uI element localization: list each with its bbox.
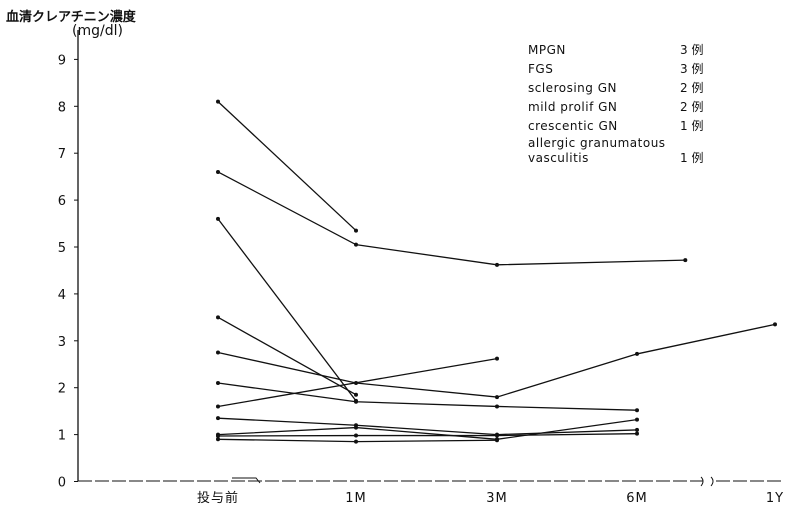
legend-label: FGS [528, 62, 554, 76]
data-point [216, 381, 220, 386]
y-tick-label: 8 [58, 100, 66, 115]
y-tick-label: 6 [58, 194, 66, 209]
legend-label: sclerosing GN [528, 81, 617, 95]
legend-item: crescentic GN 1 例 [528, 117, 748, 136]
legend-count: 1 例 [680, 151, 704, 165]
y-tick-label: 3 [58, 335, 66, 350]
y-tick-label: 5 [58, 241, 66, 256]
series-line [217, 171, 686, 266]
data-point [216, 437, 220, 442]
data-point [683, 258, 688, 263]
data-point [216, 315, 220, 320]
y-tick-label: 2 [58, 382, 66, 397]
legend-count: 3 例 [680, 62, 704, 76]
series-line [217, 382, 638, 411]
legend-count: 1 例 [680, 119, 704, 133]
axis-break-mark [700, 476, 714, 487]
y-axis-title: 血清クレアチニン濃度 [6, 10, 136, 25]
legend-count: 3 例 [680, 43, 704, 57]
y-tick-label: 1 [58, 429, 66, 444]
axis-bracket-mark [232, 477, 261, 484]
data-point [495, 395, 499, 400]
data-point [635, 417, 639, 422]
data-point [495, 404, 499, 409]
data-point [495, 356, 499, 361]
x-tick-label: 6M [626, 491, 648, 506]
data-point [216, 434, 220, 439]
legend-label: allergic granumatous vasculitis [528, 136, 666, 165]
legend-item: mild prolif GN 2 例 [528, 98, 748, 117]
x-tick-label: 3M [486, 491, 508, 506]
y-tick-label: 4 [58, 288, 66, 303]
y-tick-label: 0 [58, 476, 66, 491]
legend-item: MPGN 3 例 [528, 41, 748, 60]
y-tick-label: 7 [58, 147, 66, 162]
legend-count: 2 例 [680, 81, 704, 95]
data-point [495, 438, 499, 443]
data-point [495, 262, 499, 267]
data-point [635, 431, 639, 436]
legend-count: 2 例 [680, 100, 704, 114]
series-line [217, 218, 357, 402]
data-point [216, 416, 220, 421]
data-point [635, 427, 639, 432]
legend-label: crescentic GN [528, 119, 618, 133]
legend-label: MPGN [528, 43, 566, 57]
series-line [217, 357, 498, 408]
series-line [217, 418, 638, 440]
data-point [354, 439, 358, 444]
data-point [354, 425, 358, 430]
data-point [354, 433, 358, 438]
x-tick-label: 1Y [766, 491, 784, 506]
x-tick-label: 1M [345, 491, 367, 506]
data-point [354, 392, 358, 397]
series-line [217, 316, 357, 396]
series-line [217, 323, 776, 398]
x-tick-label: 投与前 [197, 490, 239, 506]
data-point [216, 216, 220, 221]
series-line [217, 433, 638, 437]
legend-item: allergic granumatous vasculitis 1 例 [528, 136, 748, 171]
data-point [773, 322, 777, 327]
y-axis-unit: (mg/dl) [72, 23, 123, 39]
legend-item: FGS 3 例 [528, 60, 748, 79]
legend: MPGN 3 例 FGS 3 例 sclerosing GN 2 例 mild … [528, 41, 748, 171]
data-point [354, 242, 358, 247]
data-point [354, 228, 358, 233]
data-point [354, 399, 358, 404]
data-point [635, 408, 639, 413]
data-point [216, 350, 220, 355]
series-line [217, 101, 357, 232]
data-point [216, 404, 220, 409]
series-line [217, 417, 638, 436]
data-point [216, 99, 220, 104]
data-point [635, 351, 639, 356]
legend-item: sclerosing GN 2 例 [528, 79, 748, 98]
data-point [495, 433, 499, 438]
y-tick-label: 9 [58, 53, 66, 68]
legend-label: mild prolif GN [528, 100, 618, 114]
data-point [216, 169, 220, 174]
